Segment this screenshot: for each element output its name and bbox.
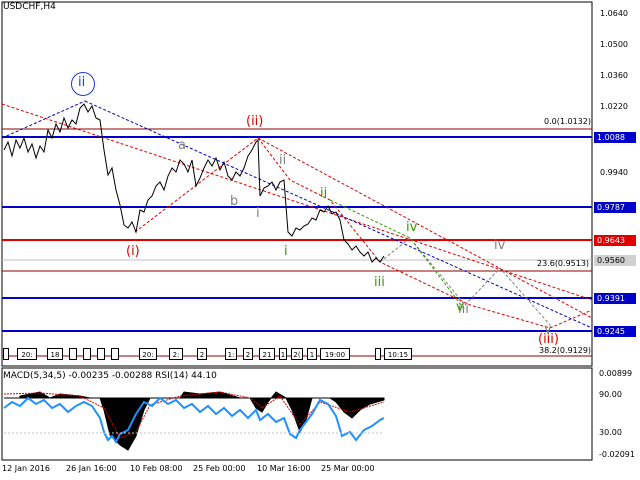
session-box bbox=[69, 348, 77, 360]
price-tag-current: 0.9560 bbox=[594, 255, 636, 266]
wave-label-ii-green: ii bbox=[320, 186, 328, 201]
price-tag-red: 0.9643 bbox=[594, 235, 636, 246]
session-box: 20: bbox=[139, 348, 157, 360]
price-tag-blue-bottom: 0.9245 bbox=[594, 326, 636, 337]
price-tag-blue-top: 1.0088 bbox=[594, 132, 636, 143]
date-tick: 10 Feb 08:00 bbox=[130, 464, 183, 473]
session-box: 2: bbox=[169, 348, 183, 360]
price-series bbox=[3, 103, 385, 263]
wave-label-ii-paren: (ii) bbox=[246, 114, 264, 129]
session-box: 20: bbox=[17, 348, 37, 360]
wave-label-i-green: i bbox=[284, 244, 288, 259]
date-tick: 25 Mar 00:00 bbox=[321, 464, 375, 473]
session-box: 21 bbox=[259, 348, 275, 360]
price-tick: 1.0500 bbox=[600, 40, 628, 49]
session-box: 18 bbox=[47, 348, 63, 360]
symbol-label: USDCHF,H4 bbox=[3, 2, 56, 12]
wave-label-iii-gray: iii bbox=[458, 302, 469, 317]
wave-label-iii-green: iii bbox=[374, 275, 385, 290]
forecast-red-path bbox=[257, 137, 593, 329]
session-box: 1: bbox=[225, 348, 237, 360]
session-box: 2( bbox=[291, 348, 303, 360]
forecast-green-path bbox=[329, 199, 466, 311]
price-tick: 1.0220 bbox=[600, 102, 628, 111]
price-tick: 1.0360 bbox=[600, 71, 628, 80]
date-tick: 25 Feb 00:00 bbox=[193, 464, 246, 473]
session-box bbox=[97, 348, 105, 360]
price-tick: 0.9940 bbox=[600, 168, 628, 177]
price-axis[interactable]: 1.0640 1.0500 1.0360 1.0220 0.9940 1.008… bbox=[594, 0, 640, 480]
trend-red-forecast bbox=[257, 137, 593, 319]
date-tick: 10 Mar 16:00 bbox=[257, 464, 311, 473]
wave-label-a: a bbox=[178, 138, 186, 153]
price-tag-blue-low: 0.9391 bbox=[594, 293, 636, 304]
indicator-frame bbox=[1, 367, 593, 461]
indicator-scale-bottom: -0.02091 bbox=[599, 450, 635, 459]
session-box: 2 bbox=[197, 348, 207, 360]
price-tick: 1.0640 bbox=[600, 9, 628, 18]
wave-label-ii-circled: ii bbox=[78, 75, 86, 90]
fib-label-top: 0.0(1.0132) bbox=[544, 117, 591, 126]
macd-histogram bbox=[4, 391, 385, 451]
rsi-line bbox=[3, 396, 385, 444]
trend-blue-upper bbox=[84, 100, 593, 329]
indicator-scale-30: 30.00 bbox=[599, 428, 622, 437]
session-box: 1 bbox=[279, 348, 287, 360]
wave-label-ii-gray: ii bbox=[279, 153, 287, 168]
wave-label-i-gray: i bbox=[256, 206, 260, 221]
wave-label-v-green: v bbox=[456, 300, 464, 315]
indicator-title: MACD(5,34,5) -0.00235 -0.00288 RSI(14) 4… bbox=[3, 371, 217, 381]
main-frame bbox=[1, 1, 593, 367]
price-tag-blue-mid: 0.9787 bbox=[594, 202, 636, 213]
wave-label-iv-green: iv bbox=[406, 220, 418, 235]
trend-blue-lower bbox=[1, 100, 86, 139]
session-box: 1 bbox=[307, 348, 317, 360]
macd-signal-line bbox=[3, 391, 385, 439]
fib-label-mid: 23.6(0.9513) bbox=[537, 259, 590, 268]
session-box: 2 bbox=[243, 348, 253, 360]
indicator-scale-top: 0.00899 bbox=[599, 369, 633, 378]
session-box: 10:15 bbox=[384, 348, 412, 360]
wave-label-i-paren: (i) bbox=[126, 244, 140, 259]
trend-red-upper bbox=[1, 103, 593, 301]
session-box: 19:00 bbox=[320, 348, 350, 360]
wave-label-v-gray: v bbox=[544, 322, 552, 337]
wave-circle-ii bbox=[71, 72, 95, 96]
fib-label-bottom: 38.2(0.9129) bbox=[539, 346, 592, 355]
date-tick: 12 Jan 2016 bbox=[2, 464, 50, 473]
forecast-gray-path bbox=[379, 237, 551, 326]
wave-label-b: b bbox=[230, 194, 239, 209]
session-box bbox=[83, 348, 91, 360]
wave-label-iii-paren: (iii) bbox=[538, 332, 559, 347]
date-tick: 26 Jan 16:00 bbox=[66, 464, 117, 473]
wave-label-iv-gray: iv bbox=[494, 238, 506, 253]
session-box bbox=[375, 348, 381, 360]
session-box bbox=[3, 348, 9, 360]
session-box bbox=[111, 348, 119, 360]
indicator-scale-90: 90.00 bbox=[599, 390, 622, 399]
